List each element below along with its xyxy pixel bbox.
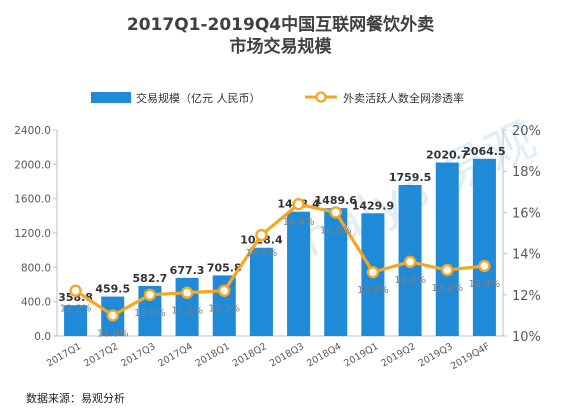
bar-2018Q4 — [324, 208, 348, 336]
line-value-label: 13.4% — [469, 279, 501, 290]
bar-2019Q4F — [472, 158, 496, 336]
bar-value-label: 705.8 — [207, 261, 242, 274]
y-left-tick-label: 1600.0 — [14, 194, 51, 206]
y-left-tick-label: 2400.0 — [14, 125, 51, 137]
line-value-label: 12.2% — [208, 304, 240, 315]
bar-value-label: 459.5 — [95, 283, 130, 296]
chart-title-line1: 2017Q1-2019Q4中国互联网餐饮外卖 — [126, 15, 435, 35]
bar-value-label: 1759.5 — [389, 171, 431, 184]
line-point-2019Q2 — [403, 255, 417, 269]
bar-2019Q3 — [435, 162, 459, 336]
bar-2018Q2 — [249, 247, 273, 336]
line-series-penetration — [74, 202, 485, 317]
line-value-label: 14.9% — [246, 248, 278, 259]
x-tick-label: 2017Q1 — [45, 341, 83, 369]
y-left-tick-label: 800.0 — [21, 262, 51, 274]
x-tick-label: 2018Q3 — [268, 341, 306, 369]
line-point-2018Q1 — [218, 284, 231, 297]
bar-2018Q3 — [287, 211, 311, 336]
legend-marker-line — [315, 91, 327, 103]
y-left-tick-label: 1200.0 — [14, 228, 51, 240]
line-point-2017Q3 — [143, 288, 157, 301]
line-value-label: 11.0% — [97, 328, 129, 339]
x-tick-label: 2017Q3 — [119, 341, 157, 369]
line-value-label: 13.1% — [357, 285, 389, 296]
y-right-tick-label: 20% — [512, 124, 541, 139]
y-left-tick-label: 0.0 — [34, 331, 51, 343]
line-point-2017Q1 — [69, 284, 82, 297]
line-value-label: 12.0% — [134, 308, 166, 319]
bar-value-label: 582.7 — [133, 272, 168, 285]
bar-value-label: 2020.7 — [426, 149, 468, 162]
x-tick-label: 2018Q1 — [194, 341, 232, 369]
source-note: 数据来源：易观分析 — [26, 392, 125, 405]
x-tick-label: 2018Q2 — [231, 341, 269, 369]
bar-value-label: 358.8 — [58, 291, 93, 304]
x-tick-label: 2019Q2 — [379, 341, 417, 369]
y-right-tick-label: 14% — [512, 248, 541, 263]
y-right-tick-label: 10% — [512, 330, 541, 345]
x-tick-label: 2017Q2 — [82, 341, 120, 369]
y-right-tick-label: 16% — [512, 206, 541, 221]
bar-value-label: 1489.6 — [315, 194, 358, 207]
x-tick-label: 2017Q4 — [156, 341, 194, 369]
line-point-2019Q4F — [478, 259, 491, 273]
legend-label-line: 外卖活跃人数全网渗透率 — [343, 91, 464, 105]
x-tick-label: 2019Q3 — [417, 341, 455, 369]
line-point-2019Q1 — [366, 265, 380, 279]
x-tick-label: 2019Q1 — [342, 341, 380, 369]
line-value-label: 16.0% — [320, 225, 352, 236]
chart-title-line2: 市场交易规模 — [229, 37, 332, 57]
x-tick-label: 2019Q4F — [449, 341, 492, 372]
y-left-tick-label: 400.0 — [21, 297, 51, 309]
bar-value-label: 2064.5 — [463, 145, 505, 158]
line-value-label: 12.2% — [60, 304, 92, 315]
line-point-2018Q2 — [255, 228, 268, 242]
line-value-label: 16.4% — [283, 217, 315, 228]
y-right-tick-label: 12% — [512, 289, 541, 304]
legend-label-bar: 交易规模（亿元 人民币） — [136, 91, 261, 105]
line-value-label: 12.1% — [171, 306, 203, 317]
line-point-2017Q4 — [180, 286, 194, 299]
line-point-2018Q3 — [292, 197, 305, 211]
line-value-label: 13.2% — [431, 283, 463, 294]
x-tick-label: 2018Q4 — [305, 341, 343, 369]
line-point-2019Q3 — [441, 263, 454, 277]
bar-value-label: 677.3 — [170, 264, 205, 277]
legend-swatch-bar — [91, 92, 131, 103]
line-point-2017Q2 — [106, 309, 119, 322]
y-right-tick-label: 18% — [512, 165, 541, 180]
line-point-2018Q4 — [329, 206, 342, 219]
bar-2017Q1 — [64, 305, 88, 336]
y-left-tick-label: 2000.0 — [14, 159, 51, 171]
line-value-label: 13.6% — [394, 275, 426, 286]
bar-value-label: 1429.9 — [352, 199, 394, 212]
